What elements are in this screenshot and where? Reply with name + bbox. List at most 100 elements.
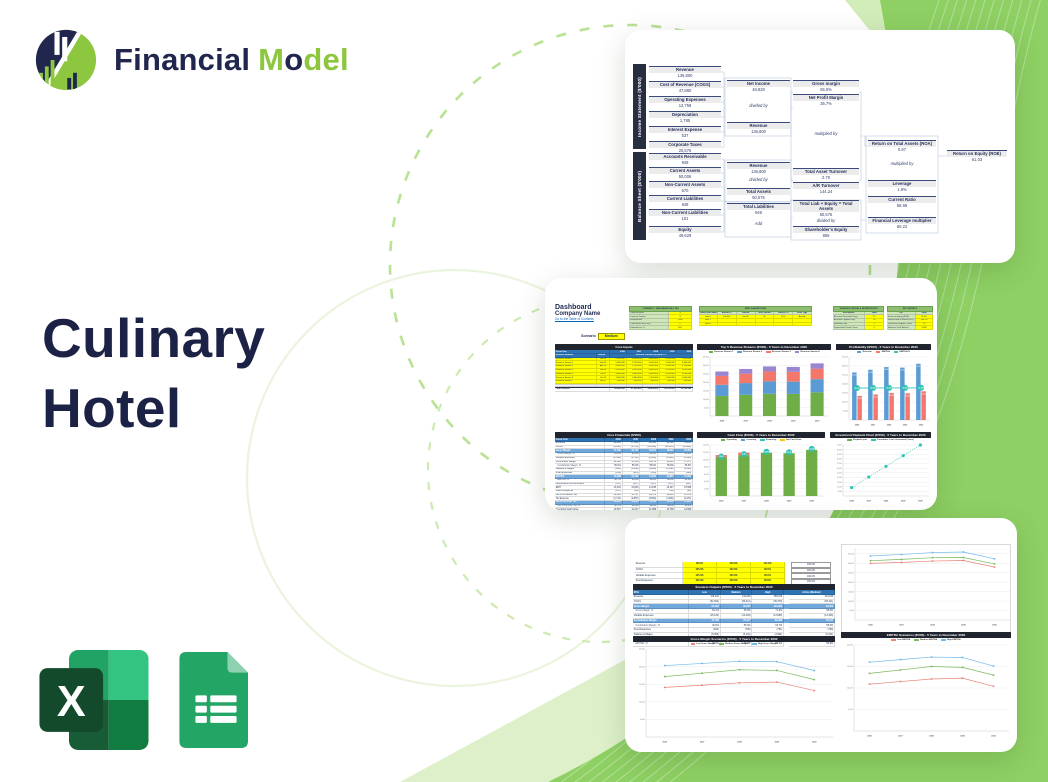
table-row: Revenue Stream 7 Jan-27 900,000 900,000 900,… [555, 379, 693, 384]
cell: Currency Outputs [629, 315, 670, 319]
cell: Jan-26 [736, 315, 756, 319]
svg-text:5,000: 5,000 [848, 709, 853, 711]
column-header: Loan/Credit Name [699, 311, 718, 316]
svg-text:2029: 2029 [960, 735, 965, 737]
flow-box-label: Total Asset Turnover [793, 169, 859, 176]
svg-text:10,000: 10,000 [639, 701, 645, 703]
table-row: EBIT 13,031 13,833 14,635 14,447 15,595 [555, 486, 693, 490]
brand-word-2: Model [258, 42, 349, 77]
cell: Gross Margin [633, 604, 689, 610]
legend-label: Revenue Stream 4 [800, 351, 820, 354]
cell: $ [669, 315, 692, 319]
legend-marker [752, 643, 757, 646]
cell: 900,000 [610, 379, 627, 384]
cell: 4,700,000 [659, 368, 677, 373]
svg-text:2028: 2028 [929, 735, 934, 737]
flow-box: Return on Equity (ROE) 61.03 [947, 150, 1007, 163]
excel-icon[interactable]: X [36, 650, 152, 750]
cell: Fixed Expenses [555, 471, 605, 476]
cell: Annuity [793, 315, 812, 319]
cell [755, 322, 775, 327]
table-row: EBITDA 13,388 14,190 14,992 14,804 15,952 [555, 475, 693, 479]
legend-marker [856, 351, 862, 354]
legend-item: High Gross Margin [752, 643, 778, 646]
cell: 110.0% [751, 562, 785, 568]
cell: 60 [755, 315, 775, 319]
cell: 29,100 [657, 442, 676, 446]
ebitda-scenarios-chart: EBITDA Scenarios ($'000) - 5 Years to De… [841, 632, 1011, 743]
product-title-line1: Culinary [42, 307, 266, 369]
cell: 5,100,000 [626, 365, 644, 369]
cell: 12,303 [675, 501, 693, 505]
svg-text:2030: 2030 [809, 500, 814, 502]
flow-box-value: 1,785 [649, 118, 721, 124]
cell: 50.9% [788, 641, 835, 647]
cell [626, 383, 644, 386]
table-row: EBITDA, % 35.6% 50.9% 59.4% 50.9% [633, 641, 835, 647]
svg-text:10,000: 10,000 [842, 402, 848, 404]
legend-item: Revenue Stream 3 [766, 351, 791, 353]
cell: 6,600,000 [643, 357, 660, 362]
table-title: CURRENCY / DENOMINATION & TAX [629, 306, 692, 312]
column-header: Active (Medium) [788, 590, 835, 596]
preview-card-dashboard[interactable]: Dashboard Company Name Go to the Table o… [545, 278, 937, 510]
cell [610, 385, 627, 387]
cell: 115,224 [689, 595, 721, 600]
chart-legend: Revenue EBITDA EBITDA % [836, 350, 931, 354]
column-header: KPI [887, 311, 917, 316]
table-row: Internal Rate of Return (IRR), % 144.2% [887, 318, 933, 323]
preview-card-scenarios[interactable]: Revenue 80.0% 100.0% 110.0% 100.0% COGS 105.0%… [625, 518, 1017, 752]
flow-box-label: Leverage [868, 181, 936, 188]
svg-text:25,000: 25,000 [848, 572, 854, 574]
svg-text:35,000: 35,000 [842, 357, 848, 359]
svg-text:10,000: 10,000 [703, 399, 709, 401]
brand-logo: Financial Model [34, 28, 349, 92]
svg-text:20,000: 20,000 [703, 382, 709, 384]
cell: 17,160 [605, 449, 623, 454]
cell [659, 385, 677, 387]
flow-box-label: Non-Current Assets [649, 182, 721, 189]
legend-label: High EBITDA [946, 639, 961, 642]
cell: 13,833 [622, 486, 641, 490]
svg-text:14,000: 14,000 [703, 445, 709, 447]
cell: 12,660 [675, 508, 693, 510]
chart-canvas: 2,000 4,000 6,000 8,000 10,000 12,000 14,000 20… [703, 445, 823, 502]
svg-text:45,000: 45,000 [837, 454, 842, 456]
cell: Depreciation & Amortization [555, 482, 605, 487]
cell: 105.0% [683, 567, 717, 574]
cell: 30 [865, 318, 884, 323]
chart-title: Cash Flow ($'000) - 5 Years to December … [697, 432, 825, 439]
cell: 10,860 [622, 501, 641, 505]
brand-word-1: Financial [114, 42, 251, 77]
svg-text:12,660: 12,660 [809, 448, 814, 450]
cell: 93,620 [788, 604, 835, 610]
cell: 62,292 [689, 604, 721, 610]
flow-box: Revenue 136,800 [727, 162, 790, 175]
google-sheets-icon[interactable] [178, 652, 254, 748]
svg-text:20,000: 20,000 [848, 582, 854, 584]
column-header: 2030 [676, 350, 693, 355]
cell: 79,217 [788, 618, 835, 624]
column-header: 2030 [675, 438, 693, 443]
dashboard-header: Dashboard Company Name Go to the Table o… [555, 304, 600, 321]
cell: 55.0% [605, 464, 623, 468]
cell [659, 383, 677, 386]
cell [736, 322, 756, 327]
svg-text:25,000: 25,000 [639, 649, 645, 651]
cell: Net Profit After Tax [555, 501, 605, 505]
preview-card-financial-diagram[interactable]: Income Statement ($'000) Balance Sheet (… [625, 30, 1015, 263]
svg-text:35,000: 35,000 [848, 553, 854, 555]
table-row: Denomination 1,000 [629, 318, 692, 323]
table-row: Contribution Margin, % 55.0% 55.0% 55.0% 55.… [555, 464, 693, 468]
flow-box: Total Asset Turnover 2.70 [793, 168, 859, 181]
cell: (10,931) [675, 445, 693, 450]
chart-plot: 5,000 10,000 15,000 20,000 25,000 30,000 35,00… [836, 354, 931, 432]
table-title: WORKING CAPITAL & DEPRECIATION [833, 306, 884, 312]
svg-text:5,000: 5,000 [640, 719, 645, 721]
cell: (14,403) [788, 613, 835, 619]
svg-text:55,000: 55,000 [837, 445, 842, 447]
table-row: Contribution Margin 14,520 15,345 16,170 16,… [555, 460, 693, 465]
table-row: Loan 1 500,000 Jan-26 60 6.0% Annuity [699, 315, 812, 319]
flow-box-label: Depreciation [649, 112, 721, 119]
legend-label: Low Gross Margin [696, 643, 716, 646]
